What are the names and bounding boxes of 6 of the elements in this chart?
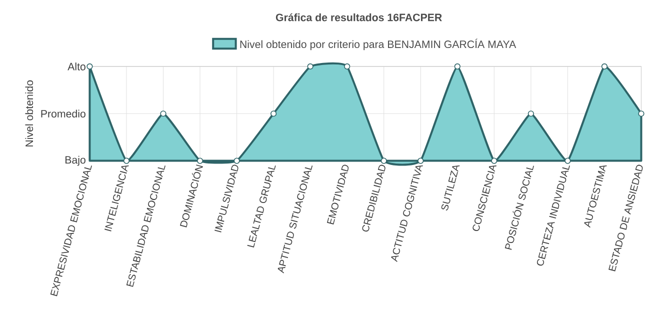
chart-title: Gráfica de resultados 16FACPER — [276, 13, 442, 22]
text: Bajo — [65, 156, 86, 166]
y-axis-title: Nivel obtenido — [25, 80, 34, 146]
text: Alto — [68, 62, 86, 70]
legend-label: Nivel obtenido por criterio para BENJAMIN GARCÍA MAYA — [240, 38, 516, 50]
text: Promedio — [41, 110, 86, 118]
